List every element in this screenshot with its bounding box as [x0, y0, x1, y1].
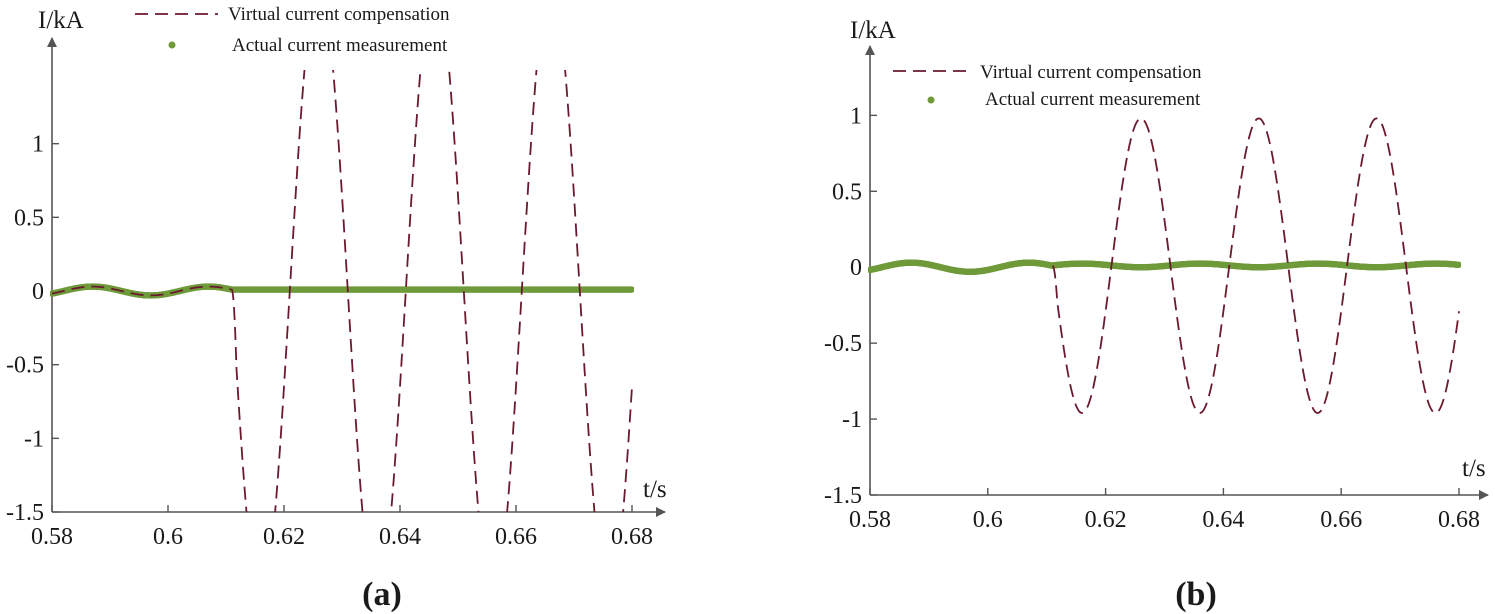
- x-tick-label: 0.66: [495, 524, 537, 550]
- legend-actual-swatch: [168, 41, 176, 49]
- actual-current-point: [628, 286, 634, 293]
- x-tick-label: 0.62: [263, 524, 305, 550]
- panel-label: (b): [1175, 576, 1217, 613]
- virtual-current-series: [1051, 117, 1460, 414]
- legend-actual-swatch: [927, 96, 935, 104]
- panel-label: (a): [362, 576, 402, 613]
- y-tick-label: -0.5: [6, 353, 44, 379]
- x-tick-label: 0.6: [973, 507, 1003, 533]
- y-tick-label: 0: [32, 279, 44, 305]
- virtual-current-series: [51, 70, 633, 512]
- y-tick-label: 0.5: [14, 205, 44, 231]
- chart-panel-a: -1.5 -1 -0.5 0 0.5 1 0.58 0.6 0.62 0.64 0.66 0.68 I/…: [6, 4, 667, 613]
- x-tick-label: 0.68: [1438, 507, 1480, 533]
- x-tick-label: 0.66: [1320, 507, 1362, 533]
- y-axis-label: I/kA: [38, 7, 84, 34]
- x-axis-label: t/s: [1462, 455, 1486, 482]
- y-axis-label: I/kA: [850, 17, 896, 44]
- legend-actual-label: Actual current measurement: [985, 89, 1201, 110]
- legend-virtual-label: Virtual current compensation: [228, 4, 450, 25]
- chart-panel-b: -1.5 -1 -0.5 0 0.5 1 0.58 0.6 0.62 0.64 0.66 0.68 I/…: [824, 17, 1489, 613]
- actual-current-series: [50, 283, 634, 299]
- actual-current-series: [868, 259, 1461, 275]
- y-tick-label: 0.5: [832, 179, 862, 205]
- y-tick-label: 1: [850, 103, 862, 129]
- y-tick-label: -1.5: [6, 500, 44, 526]
- x-tick-label: 0.64: [379, 524, 421, 550]
- y-tick-label: -1.5: [824, 483, 862, 509]
- x-tick-label: 0.58: [31, 524, 73, 550]
- x-tick-label: 0.6: [153, 524, 183, 550]
- legend-virtual-label: Virtual current compensation: [980, 62, 1202, 83]
- y-tick-label: 0: [850, 255, 862, 281]
- x-tick-label: 0.68: [611, 524, 653, 550]
- actual-current-point: [1455, 261, 1461, 269]
- x-tick-label: 0.62: [1085, 507, 1127, 533]
- x-tick-label: 0.64: [1202, 507, 1244, 533]
- legend-actual-label: Actual current measurement: [232, 35, 448, 56]
- y-tick-label: -1: [24, 426, 44, 452]
- y-tick-label: -1: [842, 407, 862, 433]
- x-tick-label: 0.58: [849, 507, 891, 533]
- y-tick-label: 1: [32, 132, 44, 158]
- x-axis-label: t/s: [643, 476, 667, 503]
- y-tick-label: -0.5: [824, 331, 862, 357]
